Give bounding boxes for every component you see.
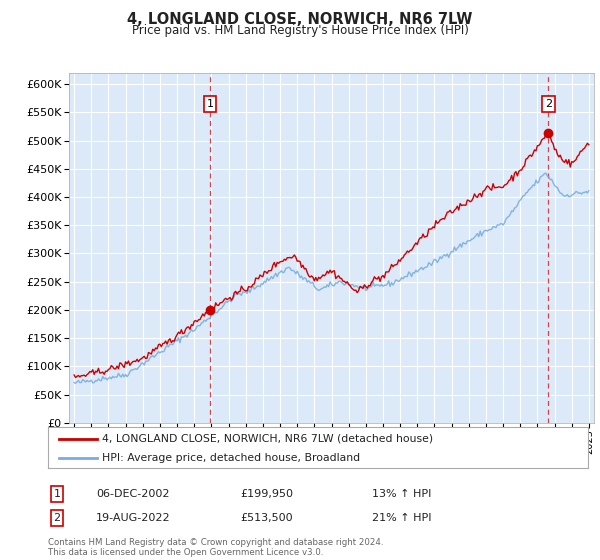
Text: 2: 2 [53, 513, 61, 523]
Text: Price paid vs. HM Land Registry's House Price Index (HPI): Price paid vs. HM Land Registry's House … [131, 24, 469, 36]
Text: 1: 1 [53, 489, 61, 499]
Text: 13% ↑ HPI: 13% ↑ HPI [372, 489, 431, 499]
Text: 06-DEC-2002: 06-DEC-2002 [96, 489, 170, 499]
Text: 21% ↑ HPI: 21% ↑ HPI [372, 513, 431, 523]
Text: £199,950: £199,950 [240, 489, 293, 499]
Text: £513,500: £513,500 [240, 513, 293, 523]
Text: 1: 1 [206, 99, 214, 109]
Text: 4, LONGLAND CLOSE, NORWICH, NR6 7LW: 4, LONGLAND CLOSE, NORWICH, NR6 7LW [127, 12, 473, 27]
Text: Contains HM Land Registry data © Crown copyright and database right 2024.
This d: Contains HM Land Registry data © Crown c… [48, 538, 383, 557]
Text: 4, LONGLAND CLOSE, NORWICH, NR6 7LW (detached house): 4, LONGLAND CLOSE, NORWICH, NR6 7LW (det… [102, 433, 433, 444]
Text: HPI: Average price, detached house, Broadland: HPI: Average price, detached house, Broa… [102, 452, 360, 463]
Text: 2: 2 [545, 99, 552, 109]
Text: 19-AUG-2022: 19-AUG-2022 [96, 513, 170, 523]
